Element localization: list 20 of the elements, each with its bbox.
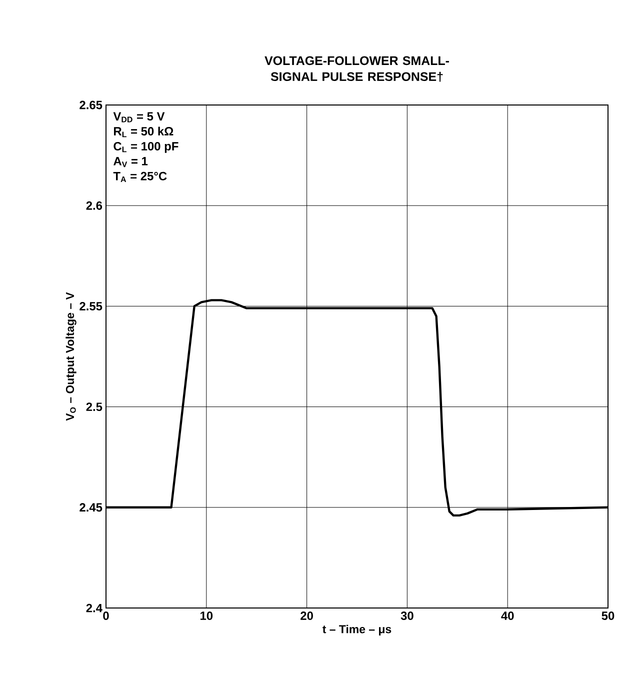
x-axis-title: t – Time – μs [322,624,392,636]
x-tick-label: 40 [501,612,514,620]
chart-title: VOLTAGE-FOLLOWER SMALL-SIGNAL PULSE RESPONSE† [264,56,449,82]
x-tick-label: 20 [300,612,313,620]
annotation: A$_{V}$ = 1 [114,157,148,168]
annotation: V$_{DD}$ = 5 V [113,112,165,122]
y-tick-label: 2.5 [86,402,102,412]
y-tick-label: 2.6 [86,201,102,210]
annotation: T$_{A}$ = 25°C [113,172,167,182]
annotation: R$_{L}$ = 50 kΩ [114,126,174,138]
y-axis-title: V$_{O}$ – Output Voltage – V [66,292,76,421]
y-tick-label: 2.65 [80,100,102,110]
y-tick-label: 2.4 [86,604,102,612]
y-tick-label: 2.55 [80,302,102,310]
x-tick-label: 50 [602,612,614,620]
x-tick-label: 10 [200,612,213,620]
y-tick-label: 2.45 [80,503,102,512]
x-tick-label: 30 [400,612,414,620]
x-tick-label: 0 [103,612,109,620]
annotation: C$_{L}$ = 100 pF [114,142,178,153]
